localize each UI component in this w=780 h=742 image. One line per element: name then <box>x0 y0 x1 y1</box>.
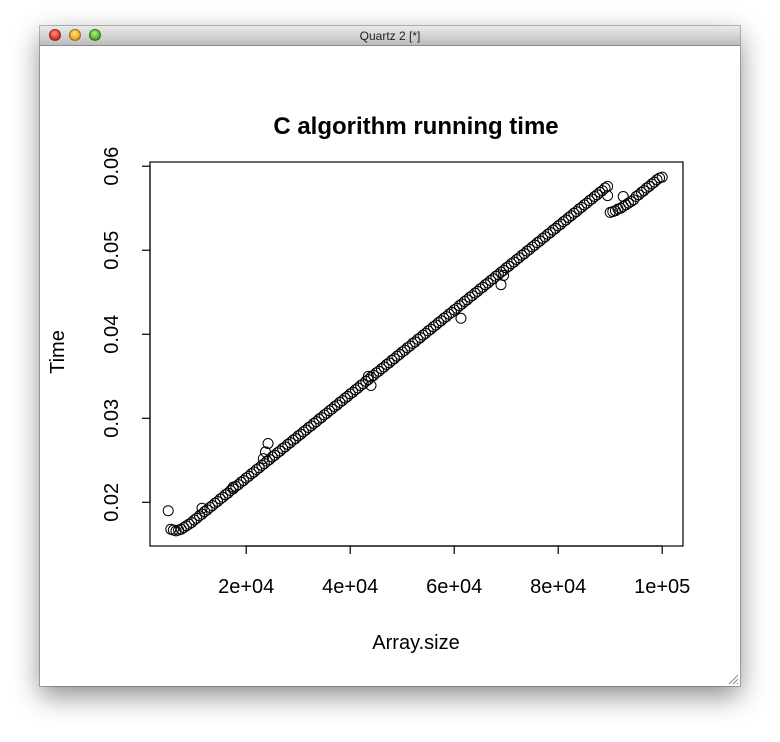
scatter-chart: C algorithm running time Array.size Time… <box>47 113 690 654</box>
data-point <box>599 182 611 194</box>
y-tick-label: 0.02 <box>101 483 123 522</box>
x-tick-label: 6e+04 <box>426 576 482 598</box>
data-point <box>162 505 174 517</box>
x-axis: 2e+04 4e+04 6e+04 8e+04 1e+05 <box>218 545 690 598</box>
y-axis: 0.02 0.03 0.04 0.05 0.06 <box>101 147 151 522</box>
data-point <box>602 190 614 202</box>
window-titlebar[interactable]: Quartz 2 [*] <box>40 26 740 46</box>
data-point <box>365 380 377 392</box>
x-tick-label: 2e+04 <box>218 576 274 598</box>
data-point <box>227 481 239 493</box>
data-point <box>455 312 467 324</box>
y-tick-label: 0.05 <box>101 231 123 270</box>
window-title: Quartz 2 [*] <box>359 29 421 43</box>
x-axis-label: Array.size <box>372 632 459 654</box>
x-tick-label: 1e+05 <box>634 576 690 598</box>
data-point <box>617 190 629 202</box>
minimize-window-button[interactable] <box>69 29 81 41</box>
x-tick-label: 8e+04 <box>530 576 586 598</box>
data-point <box>262 437 274 449</box>
data-point <box>259 446 271 458</box>
data-point <box>495 279 507 291</box>
y-tick-label: 0.03 <box>101 399 123 438</box>
x-tick-label: 4e+04 <box>322 576 378 598</box>
close-window-button[interactable] <box>49 29 61 41</box>
resize-grip-icon[interactable] <box>727 673 739 685</box>
data-point <box>257 453 269 465</box>
data-point <box>651 174 663 186</box>
zoom-window-button[interactable] <box>89 29 101 41</box>
quartz-window: Quartz 2 [*] C algorithm running time Ar… <box>40 26 740 686</box>
y-axis-label: Time <box>47 330 69 374</box>
data-point <box>196 502 208 514</box>
y-tick-label: 0.04 <box>101 315 123 354</box>
data-point <box>602 180 614 192</box>
y-tick-label: 0.06 <box>101 147 123 186</box>
chart-title: C algorithm running time <box>273 113 558 140</box>
plot-area: C algorithm running time Array.size Time… <box>40 46 740 686</box>
data-point <box>498 269 510 281</box>
data-point <box>656 171 668 183</box>
data-points <box>162 171 668 537</box>
